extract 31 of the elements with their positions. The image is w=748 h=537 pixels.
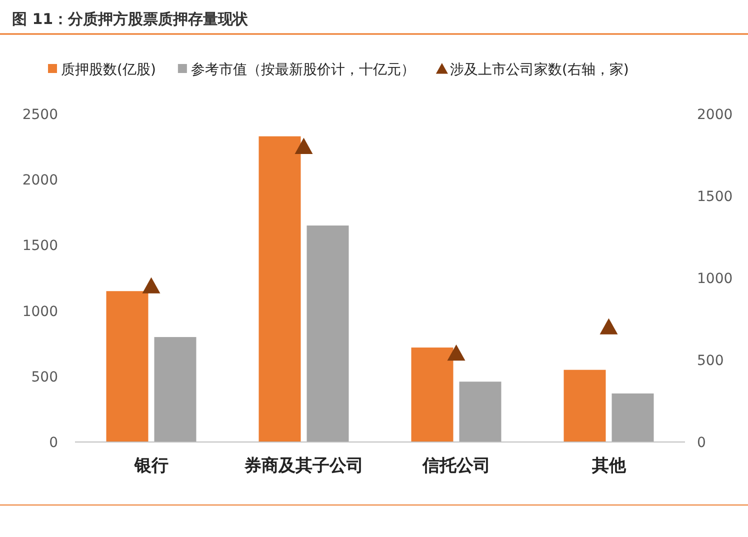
y-tick-label: 2500	[22, 107, 58, 123]
y2-tick-label: 1000	[697, 271, 733, 287]
bar	[306, 226, 349, 442]
point	[294, 138, 313, 154]
bar	[459, 382, 502, 442]
bar	[258, 136, 301, 442]
point	[600, 318, 618, 334]
bar	[411, 348, 454, 442]
legend-label: 质押股数(亿股)	[61, 62, 156, 78]
x-tick-label: 其他	[590, 456, 627, 476]
y2-tick-label: 500	[697, 353, 724, 369]
bar	[612, 393, 654, 442]
x-tick-label: 券商及其子公司	[243, 456, 364, 476]
legend-label: 涉及上市公司家数(右轴，家)	[450, 62, 629, 78]
bar	[564, 370, 606, 442]
y2-tick-label: 2000	[697, 107, 733, 123]
point	[447, 344, 466, 361]
y-tick-label: 1000	[22, 304, 58, 320]
y-tick-label: 1500	[22, 238, 58, 254]
y-tick-label: 2000	[22, 172, 58, 189]
x-tick-label: 信托公司	[421, 456, 490, 476]
chart-title: 图 11：分质押方股票质押存量现状	[12, 10, 250, 28]
y-tick-label: 0	[49, 435, 58, 451]
legend-label: 参考市值（按最新股价计，十亿元）	[190, 62, 415, 78]
y2-tick-label: 0	[697, 435, 706, 451]
bar	[154, 337, 196, 442]
bar	[106, 291, 148, 442]
y2-tick-label: 1500	[697, 189, 733, 205]
y-tick-label: 500	[31, 369, 58, 386]
point	[142, 277, 160, 294]
x-tick-label: 银行	[133, 456, 168, 476]
